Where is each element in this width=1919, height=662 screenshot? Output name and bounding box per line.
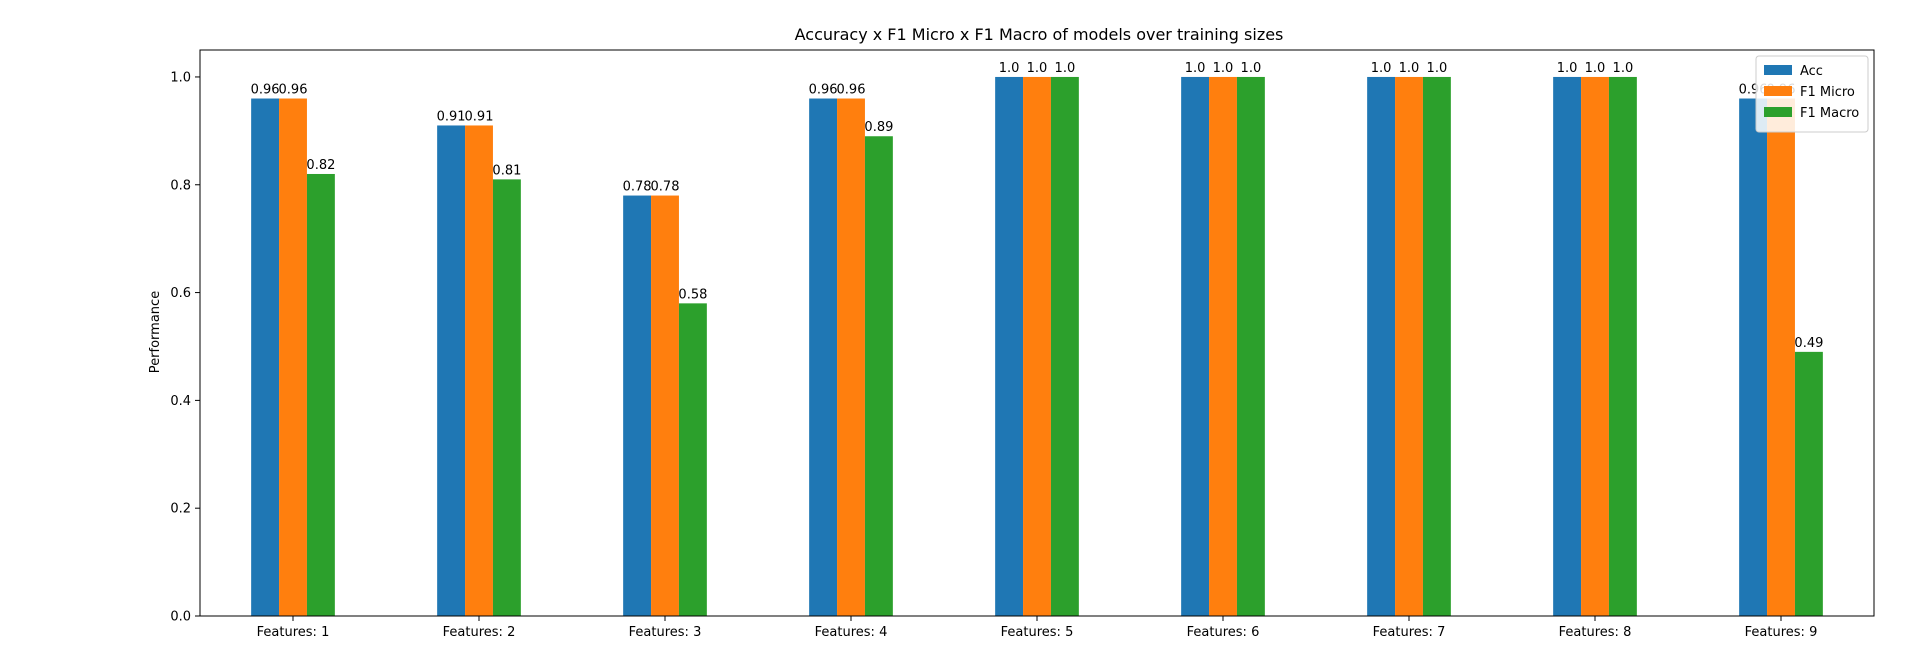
legend-swatch [1764,86,1792,96]
bar [809,98,838,616]
legend-swatch [1764,107,1792,117]
y-tick-label: 0.0 [170,610,191,625]
data-label: 0.78 [651,180,680,195]
y-tick-label: 0.8 [170,178,191,193]
data-label: 0.82 [306,158,335,173]
bar [251,98,280,616]
bar [279,98,307,616]
bar [1023,76,1051,616]
bar [995,76,1024,616]
y-tick-label: 0.2 [170,502,191,517]
data-label: 0.91 [465,109,494,124]
data-label: 1.0 [1427,61,1448,76]
data-label: 1.0 [1557,61,1578,76]
chart-title: Accuracy x F1 Micro x F1 Macro of models… [795,25,1284,44]
data-label: 0.91 [437,109,466,124]
data-label: 1.0 [1055,61,1076,76]
bar [492,179,521,616]
bar [623,195,652,617]
data-label: 1.0 [1213,61,1234,76]
x-tick-label: Features: 5 [1001,625,1074,640]
data-label: 1.0 [1185,61,1206,76]
bar [1553,76,1582,616]
data-label: 0.96 [279,83,308,98]
data-label: 0.96 [837,83,866,98]
bar [864,136,893,616]
y-tick-label: 1.0 [170,70,191,85]
data-label: 1.0 [999,61,1020,76]
y-axis-label: Performance [148,291,163,373]
x-tick-label: Features: 3 [629,625,702,640]
bar [1767,98,1795,616]
x-tick-label: Features: 8 [1559,625,1632,640]
legend-label: F1 Micro [1800,85,1855,100]
x-tick-label: Features: 4 [815,625,888,640]
x-tick-label: Features: 1 [257,625,330,640]
x-tick-label: Features: 9 [1745,625,1818,640]
bar [1367,76,1396,616]
legend: Acc F1 Micro F1 Macro [1755,55,1869,133]
legend-label: F1 Macro [1800,106,1859,121]
data-label: 0.81 [492,163,521,178]
bar [837,98,865,616]
plot-area: 0.960.910.780.961.0 1.0 1.0 1.00.960.960.91… [170,49,1875,640]
bar [1794,351,1823,616]
x-tick-label: Features: 7 [1373,625,1446,640]
data-label: 0.58 [678,287,707,302]
data-label: 1.0 [1585,61,1606,76]
data-label: 1.0 [1027,61,1048,76]
bar [465,125,493,616]
bar [678,303,707,616]
data-label: 0.89 [864,120,893,135]
bar [1236,76,1265,616]
x-tick-label: Features: 2 [443,625,516,640]
x-tick-label: Features: 6 [1187,625,1260,640]
data-label: 0.96 [251,83,280,98]
bar [1422,76,1451,616]
bar [1581,76,1609,616]
bar [1395,76,1423,616]
data-label: 1.0 [1241,61,1262,76]
bar [1050,76,1079,616]
bar [306,173,335,616]
bar [1209,76,1237,616]
data-label: 0.78 [623,180,652,195]
bar [651,195,679,617]
y-tick-label: 0.6 [170,286,191,301]
data-label: 0.96 [809,83,838,98]
data-label: 0.49 [1794,336,1823,351]
bar [437,125,466,616]
legend-swatch [1764,65,1792,75]
y-tick-label: 0.4 [170,394,191,409]
data-label: 1.0 [1613,61,1634,76]
data-label: 1.0 [1371,61,1392,76]
legend-label: Acc [1800,64,1823,79]
data-label: 1.0 [1399,61,1420,76]
bar [1739,98,1768,616]
bar [1608,76,1637,616]
bar [1181,76,1210,616]
